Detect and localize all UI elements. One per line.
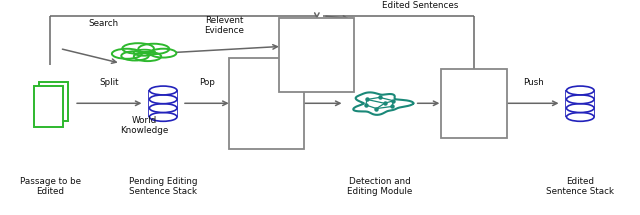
FancyBboxPatch shape: [279, 18, 355, 92]
Bar: [149, 108, 177, 117]
Circle shape: [134, 52, 161, 61]
Bar: [566, 99, 594, 108]
Ellipse shape: [149, 95, 177, 104]
FancyBboxPatch shape: [229, 58, 305, 149]
Text: Split: Split: [99, 78, 119, 87]
FancyBboxPatch shape: [441, 69, 507, 138]
FancyBboxPatch shape: [34, 86, 63, 127]
Text: Passage to be
Edited: Passage to be Edited: [20, 177, 81, 197]
Ellipse shape: [566, 86, 594, 95]
Text: Edited
Sentence Stack: Edited Sentence Stack: [547, 177, 614, 197]
Text: Edited Sentences: Edited Sentences: [382, 1, 458, 10]
Text: Relevent
Evidence: Relevent Evidence: [295, 45, 339, 64]
Ellipse shape: [149, 86, 177, 95]
Circle shape: [121, 51, 148, 60]
Ellipse shape: [566, 112, 594, 121]
Text: Push: Push: [523, 78, 543, 87]
Text: Pending
Editing
Sentence: Pending Editing Sentence: [244, 88, 289, 118]
Ellipse shape: [566, 104, 594, 112]
Text: Edited
Sentence: Edited Sentence: [451, 94, 496, 113]
Bar: [149, 99, 177, 108]
Text: Detection and
Editing Module: Detection and Editing Module: [347, 177, 412, 197]
Circle shape: [112, 49, 141, 59]
Text: Relevent
Evidence: Relevent Evidence: [204, 16, 244, 35]
Text: Pop: Pop: [199, 78, 215, 87]
Text: World
Knowledge: World Knowledge: [120, 116, 168, 135]
Ellipse shape: [149, 104, 177, 112]
Circle shape: [138, 44, 169, 54]
FancyBboxPatch shape: [39, 82, 68, 121]
Ellipse shape: [149, 112, 177, 121]
Text: Pending Editing
Sentence Stack: Pending Editing Sentence Stack: [129, 177, 198, 197]
Circle shape: [122, 43, 154, 54]
Bar: [566, 91, 594, 99]
Bar: [149, 91, 177, 99]
Polygon shape: [353, 92, 413, 115]
Circle shape: [150, 49, 177, 58]
Ellipse shape: [566, 95, 594, 104]
Bar: [566, 108, 594, 117]
Text: Search: Search: [88, 19, 118, 28]
